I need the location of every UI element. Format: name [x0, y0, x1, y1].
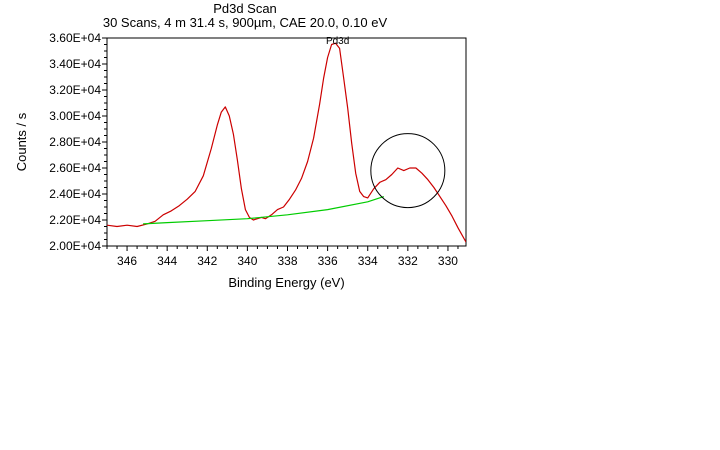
peak-annotation: Pd3d — [326, 36, 349, 47]
y-tick-label: 2.80E+04 — [49, 135, 101, 149]
x-tick-label: 340 — [237, 254, 257, 268]
x-tick-label: 334 — [358, 254, 378, 268]
x-tick-label: 332 — [398, 254, 418, 268]
y-tick-label: 3.20E+04 — [49, 83, 101, 97]
chart-subtitle: 30 Scans, 4 m 31.4 s, 900µm, CAE 20.0, 0… — [102, 15, 388, 30]
x-tick-label: 346 — [117, 254, 137, 268]
spectrum-line — [107, 42, 466, 243]
x-axis: 346 344 342 340 338 336 334 332 330 — [106, 246, 459, 268]
plot-area — [107, 42, 466, 243]
chart-title: Pd3d Scan — [213, 1, 277, 16]
y-tick-label: 2.00E+04 — [49, 239, 101, 253]
y-axis-label: Counts / s — [14, 112, 29, 171]
highlight-circle — [370, 133, 446, 209]
y-tick-label: 2.20E+04 — [49, 213, 101, 227]
y-tick-label: 3.00E+04 — [49, 109, 101, 123]
y-tick-label: 3.40E+04 — [49, 57, 101, 71]
background-line — [143, 196, 384, 225]
y-tick-label: 3.60E+04 — [49, 31, 101, 45]
x-tick-label: 338 — [277, 254, 297, 268]
y-tick-label: 2.40E+04 — [49, 187, 101, 201]
y-axis: 2.00E+04 2.20E+04 2.40E+04 2.60E+04 2.80E+04… — [49, 31, 107, 253]
y-tick-label: 2.60E+04 — [49, 161, 101, 175]
x-axis-label: Binding Energy (eV) — [228, 275, 344, 290]
x-tick-label: 342 — [197, 254, 217, 268]
x-tick-label: 330 — [438, 254, 458, 268]
x-tick-label: 344 — [157, 254, 177, 268]
x-tick-label: 336 — [318, 254, 338, 268]
